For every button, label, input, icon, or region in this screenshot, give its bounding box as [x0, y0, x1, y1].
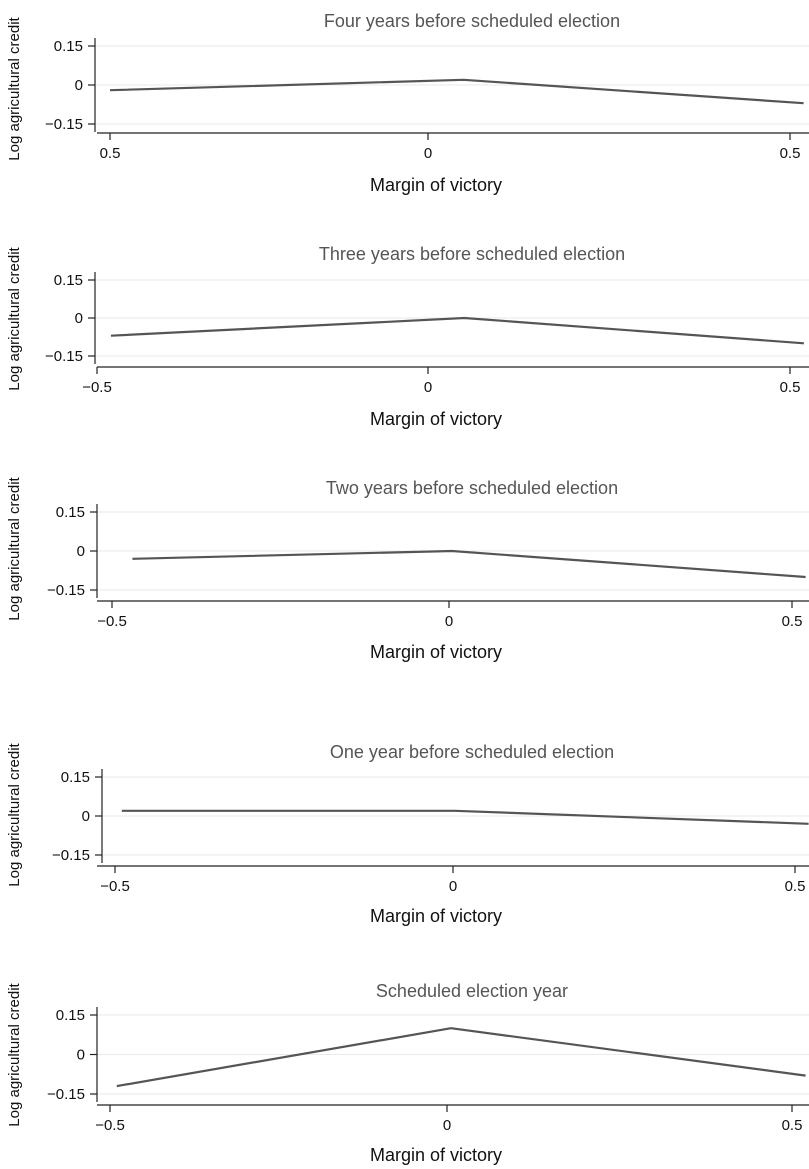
- x-axis-label: Margin of victory: [370, 642, 502, 662]
- y-tick-label: 0.15: [56, 1007, 85, 1024]
- y-axis-label: Log agricultural credit: [6, 246, 23, 390]
- series-line: [121, 809, 809, 825]
- chart-panel: 0.15 0 −0.15 −0.5 0 0.5 Three years before sch…: [6, 244, 809, 429]
- y-axis-label: Log agricultural credit: [6, 742, 23, 886]
- y-tick-label: −0.15: [45, 348, 83, 365]
- x-tick-label: 0.5: [100, 145, 121, 162]
- y-axis-label: Log agricultural credit: [6, 476, 23, 620]
- x-axis-label: Margin of victory: [370, 1145, 502, 1165]
- y-axis-label: Log agricultural credit: [6, 16, 23, 160]
- x-tick-label: 0: [449, 878, 457, 895]
- y-axis-label: Log agricultural credit: [6, 982, 23, 1126]
- x-tick-label: −0.5: [100, 878, 130, 895]
- y-tick-label: −0.15: [52, 847, 90, 864]
- series-line: [116, 1027, 806, 1088]
- x-tick-label: −0.5: [97, 613, 127, 630]
- y-tick-label: 0: [77, 1047, 85, 1064]
- chart-title: Four years before scheduled election: [324, 11, 620, 31]
- y-tick-label: 0.15: [56, 504, 85, 521]
- x-tick-label: 0.5: [785, 878, 806, 895]
- x-tick-label: 0: [443, 1117, 451, 1134]
- series-line: [109, 78, 804, 105]
- y-tick-label: 0: [75, 77, 83, 94]
- x-tick-label: 0.5: [780, 145, 801, 162]
- y-tick-label: 0.15: [54, 38, 83, 55]
- y-tick-label: 0: [82, 808, 90, 825]
- x-tick-label: −0.5: [82, 379, 112, 396]
- y-tick-label: 0: [75, 310, 83, 327]
- x-tick-label: −0.5: [95, 1117, 125, 1134]
- x-tick-label: 0.5: [782, 613, 803, 630]
- y-tick-label: 0: [77, 543, 85, 560]
- y-tick-label: 0.15: [54, 272, 83, 289]
- y-tick-label: −0.15: [45, 116, 83, 133]
- chart-panel: 0.15 0 −0.15 −0.5 0 0.5 Scheduled election yea…: [6, 981, 809, 1165]
- chart-panel: 0.15 0 −0.15 −0.5 0 0.5 One year before schedu…: [6, 742, 809, 926]
- chart-title: Scheduled election year: [376, 981, 568, 1001]
- y-tick-label: 0.15: [61, 769, 90, 786]
- x-axis-label: Margin of victory: [370, 906, 502, 926]
- x-tick-label: 0: [424, 145, 432, 162]
- chart-panel: 0.15 0 −0.15 0.5 0 0.5 Four years before sched…: [6, 11, 809, 195]
- chart-title: One year before scheduled election: [330, 742, 614, 762]
- chart-title: Three years before scheduled election: [319, 244, 625, 264]
- series-line: [110, 316, 804, 345]
- x-tick-label: 0.5: [782, 1117, 803, 1134]
- y-tick-label: −0.15: [47, 1086, 85, 1103]
- x-axis-label: Margin of victory: [370, 175, 502, 195]
- series-line: [132, 549, 806, 579]
- x-tick-label: 0: [424, 379, 432, 396]
- y-tick-label: −0.15: [47, 582, 85, 599]
- x-tick-label: 0: [445, 613, 453, 630]
- x-axis-label: Margin of victory: [370, 409, 502, 429]
- chart-title: Two years before scheduled election: [326, 478, 618, 498]
- x-tick-label: 0.5: [780, 379, 801, 396]
- chart-panel: 0.15 0 −0.15 −0.5 0 0.5 Two years before sched…: [6, 476, 809, 662]
